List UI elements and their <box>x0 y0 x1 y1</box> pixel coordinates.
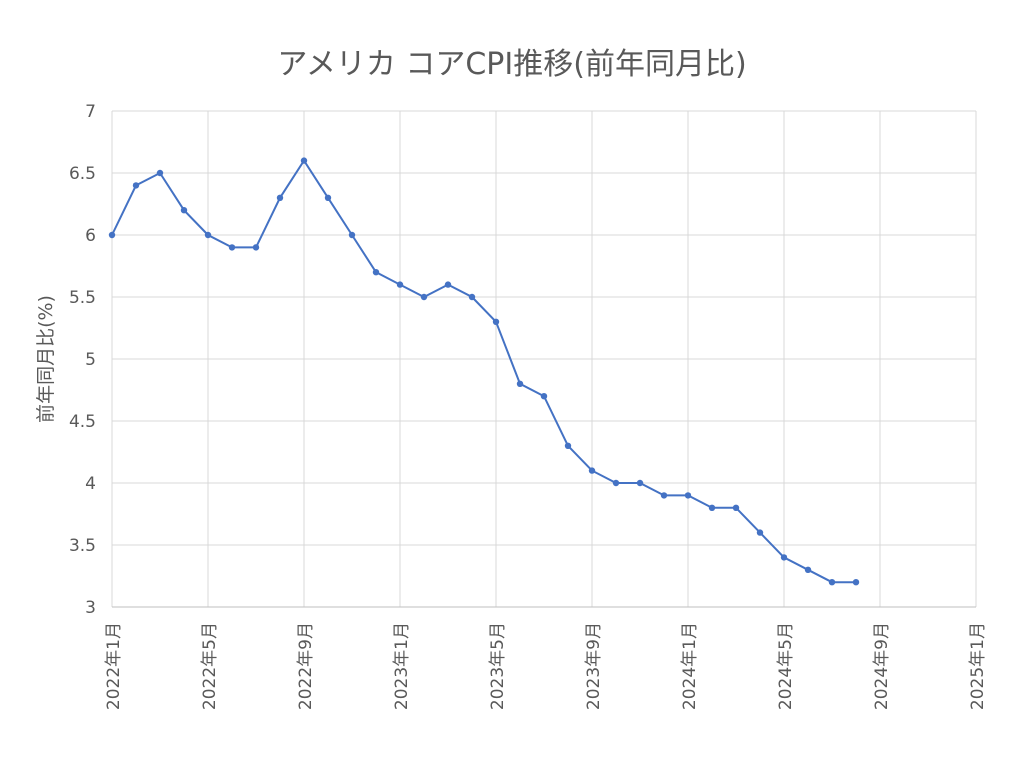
x-tick-label: 2023年9月 <box>584 622 604 710</box>
data-point <box>612 479 620 487</box>
y-tick-label: 6 <box>85 226 96 246</box>
data-point <box>108 231 116 239</box>
x-tick-label: 2023年5月 <box>488 622 508 710</box>
y-tick-label: 5 <box>85 350 96 370</box>
x-tick-label: 2022年5月 <box>200 622 220 710</box>
data-point <box>396 281 404 288</box>
data-point <box>204 231 212 239</box>
data-point <box>300 157 308 164</box>
data-point <box>420 293 428 301</box>
data-point <box>756 529 764 536</box>
data-point <box>132 182 140 189</box>
x-tick-label: 2023年1月 <box>392 622 412 710</box>
y-tick-label: 4 <box>85 474 96 494</box>
data-point <box>660 492 668 499</box>
data-point <box>468 293 476 301</box>
data-point <box>828 579 836 586</box>
data-point <box>780 554 788 561</box>
data-point <box>252 244 260 251</box>
y-tick-label: 3 <box>85 598 96 618</box>
data-point <box>804 566 812 573</box>
data-point <box>564 442 572 449</box>
data-point <box>684 492 692 499</box>
y-tick-label: 5.5 <box>69 288 96 308</box>
data-point <box>228 244 236 251</box>
data-point <box>492 318 500 325</box>
data-point <box>444 281 452 288</box>
y-tick-label: 7 <box>85 102 96 122</box>
data-point <box>156 169 164 177</box>
data-point <box>732 504 740 511</box>
x-tick-label: 2024年5月 <box>776 622 796 710</box>
y-tick-label: 3.5 <box>69 536 96 556</box>
data-point <box>588 467 596 474</box>
series-line <box>111 158 856 584</box>
y-tick-label: 4.5 <box>69 412 96 432</box>
x-tick-label: 2022年9月 <box>296 622 316 710</box>
data-point <box>372 269 380 276</box>
data-point <box>540 393 548 400</box>
x-tick-label: 2024年1月 <box>680 622 700 710</box>
data-point <box>180 207 188 214</box>
y-tick-label: 6.5 <box>69 164 96 184</box>
x-tick-label: 2025年1月 <box>968 622 988 710</box>
x-tick-label: 2024年9月 <box>872 622 892 710</box>
data-point <box>852 579 860 586</box>
data-point <box>348 231 356 239</box>
data-point <box>708 504 716 511</box>
data-point <box>636 479 644 487</box>
chart-title: アメリカ コアCPI推移(前年同月比) <box>277 47 746 82</box>
x-tick-label: 2022年1月 <box>104 622 124 710</box>
data-point <box>324 194 332 201</box>
y-axis-label: 前年同月比(%) <box>35 295 57 423</box>
data-point <box>276 194 284 201</box>
data-point <box>516 380 524 387</box>
